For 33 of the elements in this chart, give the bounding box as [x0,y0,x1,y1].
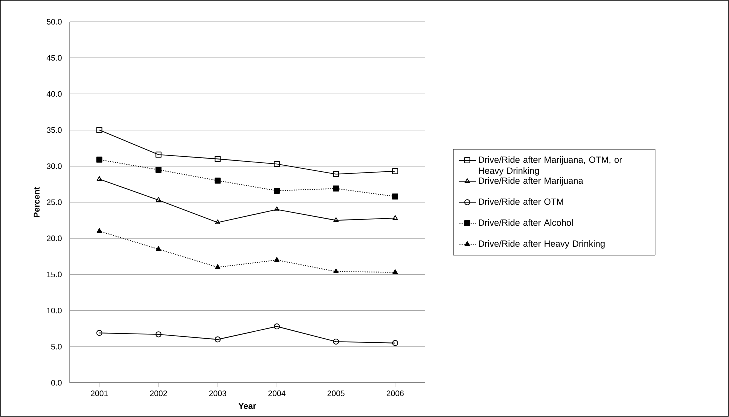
point [156,152,162,158]
point [96,156,103,163]
point [274,324,280,330]
point [392,194,398,200]
legend-label: Drive/Ride after Marijuana [479,178,584,186]
point [333,171,340,178]
point [333,186,340,192]
legend-label: Drive/Ride after Heavy Drinking [479,240,605,249]
point [156,246,162,252]
point [274,206,280,212]
point [96,228,102,234]
point [96,127,103,134]
point [392,270,398,274]
point [333,338,340,345]
point [274,161,280,168]
point [274,257,280,262]
point [214,178,221,184]
point [156,332,162,338]
x-axis-title: Year [238,403,256,410]
point [274,188,280,194]
point [214,156,221,162]
point [156,167,162,174]
point [215,264,221,270]
point [334,218,339,222]
legend-label: Drive/Ride after OTM [479,198,564,206]
legend-label: Drive/Ride after Alcohol [479,219,573,226]
point [392,168,398,174]
point [156,197,162,202]
point [214,336,221,343]
point [215,220,221,224]
point [334,268,339,274]
y-axis-title: Percent [34,187,40,218]
legend-label: Drive/Ride after Marijuana, OTM, or Heavy Drinking [479,156,622,176]
